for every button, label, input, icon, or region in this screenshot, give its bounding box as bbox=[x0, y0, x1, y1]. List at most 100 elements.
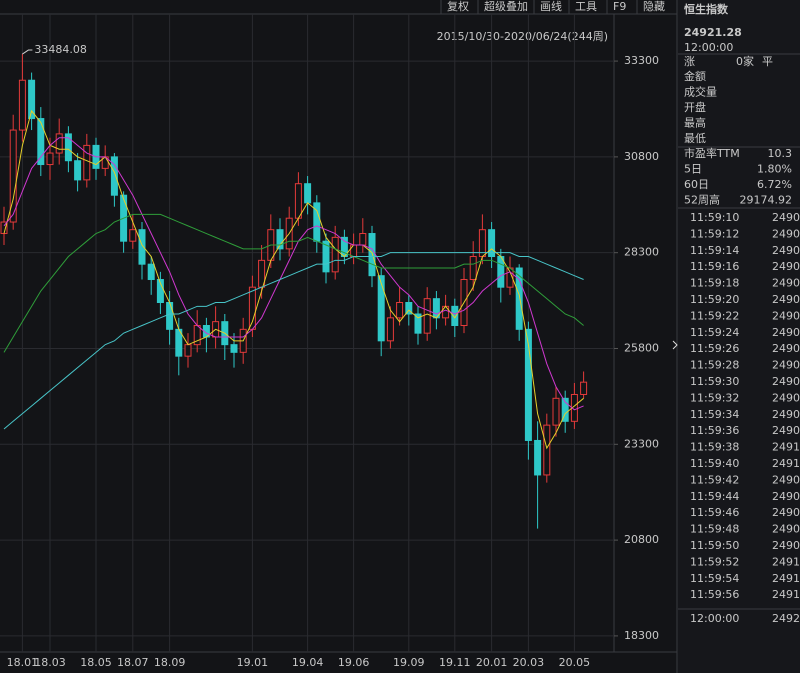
tick-price: 24908 bbox=[772, 506, 800, 519]
moving-average-line bbox=[3, 252, 584, 430]
x-tick-label: 19.01 bbox=[237, 656, 269, 669]
tick-price: 24917 bbox=[772, 457, 800, 470]
candle-body bbox=[9, 129, 17, 223]
candle-body bbox=[396, 302, 404, 319]
candle-body bbox=[28, 79, 36, 120]
tick-time: 11:59:40 bbox=[690, 457, 739, 470]
x-tick-label: 19.11 bbox=[439, 656, 471, 669]
tick-time: 11:59:36 bbox=[690, 424, 739, 437]
candle-body bbox=[83, 144, 91, 181]
range-label: 2015/10/30-2020/06/24(244周) bbox=[437, 30, 608, 43]
moving-average-line bbox=[3, 137, 584, 411]
tick-time: 11:59:12 bbox=[690, 227, 739, 240]
toolbar-button[interactable]: 复权 bbox=[447, 0, 469, 13]
candle-body bbox=[55, 133, 63, 154]
x-tick-label: 20.05 bbox=[559, 656, 591, 669]
candle-body bbox=[248, 286, 256, 330]
candle-body bbox=[304, 183, 312, 204]
tick-price: 24908 bbox=[772, 490, 800, 503]
y-tick-label: 23300 bbox=[624, 437, 659, 450]
collapse-arrow[interactable] bbox=[672, 340, 678, 350]
tick-price: 24907 bbox=[772, 523, 800, 536]
candle-body bbox=[423, 298, 431, 334]
stat-label: 52周高 bbox=[684, 193, 720, 207]
candle-body bbox=[156, 279, 164, 304]
candle-body bbox=[405, 302, 413, 315]
tick-time: 12:00:00 bbox=[690, 612, 739, 625]
candle-body bbox=[543, 424, 551, 476]
tick-time: 11:59:44 bbox=[690, 490, 739, 503]
y-tick-label: 25800 bbox=[624, 341, 659, 354]
tick-time: 11:59:26 bbox=[690, 342, 739, 355]
y-tick-label: 20800 bbox=[624, 533, 659, 546]
tick-price: 24904 bbox=[772, 359, 800, 372]
tick-price: 24905 bbox=[772, 227, 800, 240]
stat-value: 6.72% bbox=[757, 178, 792, 191]
tick-price: 24914 bbox=[772, 588, 800, 601]
toolbar-button[interactable]: 超级叠加 bbox=[484, 0, 528, 13]
x-tick-label: 18.03 bbox=[34, 656, 66, 669]
x-tick-label: 18.01 bbox=[7, 656, 39, 669]
tick-time: 11:59:10 bbox=[690, 211, 739, 224]
candle-body bbox=[451, 305, 459, 326]
candle-body bbox=[37, 118, 45, 166]
tick-time: 11:59:16 bbox=[690, 260, 739, 273]
tick-time: 11:59:54 bbox=[690, 572, 739, 585]
tick-time: 11:59:30 bbox=[690, 375, 739, 388]
tick-price: 24906 bbox=[772, 375, 800, 388]
x-tick-label: 18.05 bbox=[80, 656, 112, 669]
tick-time: 11:59:34 bbox=[690, 408, 739, 421]
x-tick-label: 20.03 bbox=[513, 656, 545, 669]
toolbar-button[interactable]: 画线 bbox=[540, 0, 562, 13]
candle-body bbox=[74, 160, 82, 181]
tick-price: 24909 bbox=[772, 408, 800, 421]
tick-price: 24903 bbox=[772, 244, 800, 257]
stat-value: 29174.92 bbox=[740, 194, 793, 207]
tick-price: 24908 bbox=[772, 293, 800, 306]
tick-time: 11:59:56 bbox=[690, 588, 739, 601]
tick-time: 11:59:32 bbox=[690, 391, 739, 404]
peak-pointer bbox=[22, 49, 33, 55]
candle-body bbox=[46, 152, 54, 166]
stat-value: 1.80% bbox=[757, 163, 792, 176]
candle-body bbox=[488, 229, 496, 258]
candle-body bbox=[0, 221, 8, 235]
tick-price: 24905 bbox=[772, 342, 800, 355]
y-tick-label: 18300 bbox=[624, 629, 659, 642]
stat-label: 60日 bbox=[684, 178, 709, 191]
peak-label: 33484.08 bbox=[34, 43, 87, 56]
candle-body bbox=[166, 302, 174, 330]
tick-price: 24913 bbox=[772, 441, 800, 454]
candle-body bbox=[377, 275, 385, 342]
tick-price: 24907 bbox=[772, 277, 800, 290]
toolbar-button[interactable]: 隐藏 bbox=[643, 0, 665, 13]
field-label: 最低 bbox=[684, 132, 706, 145]
candle-body bbox=[359, 233, 367, 246]
x-tick-label: 19.09 bbox=[393, 656, 425, 669]
x-tick-label: 19.06 bbox=[338, 656, 370, 669]
tick-time: 11:59:22 bbox=[690, 309, 739, 322]
stat-label: 市盈率TTM bbox=[684, 146, 740, 160]
candle-body bbox=[442, 305, 450, 319]
candle-body bbox=[110, 156, 118, 196]
tick-time: 11:59:38 bbox=[690, 441, 739, 454]
y-tick-label: 30800 bbox=[624, 150, 659, 163]
toolbar-button[interactable]: F9 bbox=[613, 0, 626, 13]
candle-body bbox=[580, 381, 588, 395]
toolbar-button[interactable]: 工具 bbox=[575, 0, 597, 13]
field-label: 成交量 bbox=[684, 85, 717, 99]
candle-body bbox=[129, 229, 137, 242]
candle-body bbox=[184, 344, 192, 357]
quote-panel bbox=[678, 0, 800, 673]
tick-time: 11:59:46 bbox=[690, 506, 739, 519]
tick-time: 11:59:14 bbox=[690, 244, 739, 257]
candle-body bbox=[64, 133, 72, 162]
candle-body bbox=[138, 229, 146, 265]
tick-time: 11:59:50 bbox=[690, 539, 739, 552]
candle-body bbox=[552, 397, 560, 426]
tick-price: 24908 bbox=[772, 473, 800, 486]
tick-time: 11:59:18 bbox=[690, 277, 739, 290]
quote-time: 12:00:00 bbox=[684, 41, 733, 54]
tick-price: 24916 bbox=[772, 572, 800, 585]
